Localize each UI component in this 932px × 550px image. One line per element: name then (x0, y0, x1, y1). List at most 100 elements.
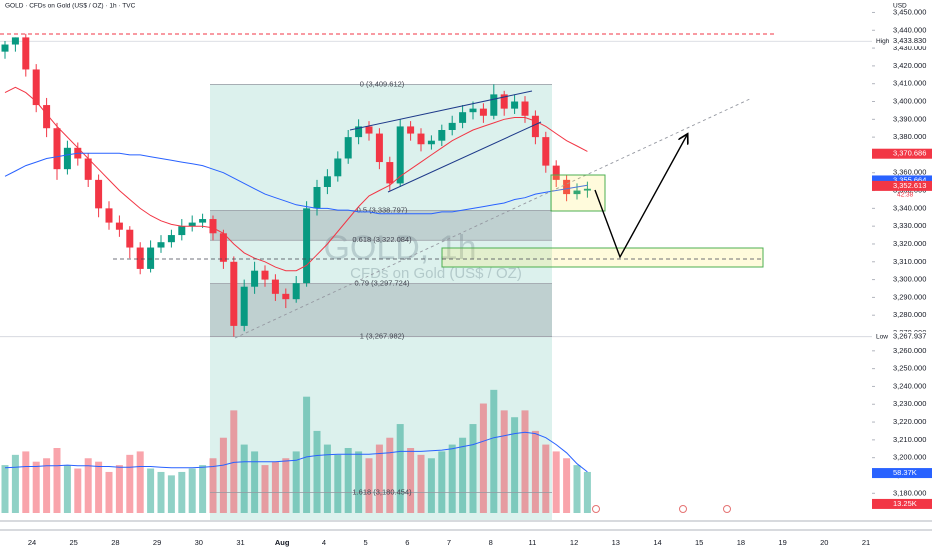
fib-label: 0.618 (3,322.084) (352, 235, 412, 244)
volume-bar (115, 465, 123, 513)
candle-body (386, 162, 394, 184)
y-tick-label: 3,220.000 (893, 417, 926, 426)
candle-body (573, 190, 581, 195)
volume-bar (219, 437, 227, 513)
volume-bar (521, 410, 529, 513)
volume-bar (344, 448, 352, 513)
volume-bar (583, 471, 591, 513)
candle-body (147, 247, 155, 269)
candle-body (334, 158, 342, 177)
volume-bar (375, 444, 383, 513)
price-marker-badge (872, 175, 932, 186)
candle-body (396, 126, 404, 184)
y-tick-label: 3,260.000 (893, 346, 926, 355)
volume-bar (167, 475, 175, 513)
volume-bar (282, 458, 290, 513)
zone-current (550, 174, 606, 212)
volume-bar (209, 458, 217, 513)
candle-body (261, 270, 269, 280)
trend-line (234, 97, 753, 339)
x-tick-label: 12 (570, 538, 578, 547)
volume-bar (240, 444, 248, 513)
candle-body (479, 108, 487, 116)
volume-bar (178, 471, 186, 513)
volume-bar (63, 465, 71, 513)
candle-body (11, 37, 19, 45)
y-tick-label: 3,450.000 (893, 7, 926, 16)
y-tick-label: 3,380.000 (893, 132, 926, 141)
y-tick-label: 3,300.000 (893, 275, 926, 284)
x-tick-label: 19 (778, 538, 786, 547)
countdown: 42:38 (897, 192, 914, 199)
y-tick-label: 3,200.000 (893, 453, 926, 462)
hl-badge (872, 331, 932, 342)
volume-bar (563, 458, 571, 513)
candle-body (1, 44, 9, 52)
x-tick-label: 15 (695, 538, 703, 547)
candle-body (427, 140, 435, 145)
fib-band (210, 283, 552, 337)
candle-body (583, 188, 591, 191)
candle-body (157, 242, 165, 248)
candle-body (95, 179, 103, 209)
volume-bar (438, 451, 446, 513)
y-tick-label: 3,310.000 (893, 257, 926, 266)
candle-body (126, 229, 134, 248)
y-tick-label: 3,290.000 (893, 292, 926, 301)
candle-body (219, 233, 227, 262)
y-tick-label: 3,280.000 (893, 310, 926, 319)
volume-bar (292, 451, 300, 513)
candle-body (438, 130, 446, 141)
volume-bar (479, 403, 487, 513)
x-tick-label: 28 (111, 538, 119, 547)
hl-value: 3,433.830 (893, 36, 926, 45)
candle-body (63, 147, 71, 170)
price-marker-label: 3,370.686 (893, 149, 926, 158)
volume-bar (313, 430, 321, 513)
candle-body (521, 101, 529, 116)
volume-bar (95, 461, 103, 513)
x-tick-label: 18 (737, 538, 745, 547)
volume-bar (199, 465, 207, 513)
candle-body (188, 222, 196, 227)
fib-label: 0.5 (3,338.797) (357, 205, 408, 214)
candle-body (323, 176, 331, 187)
candle-body (22, 37, 30, 70)
candle-body (240, 286, 248, 326)
hl-badge (872, 36, 932, 47)
y-tick-label: 3,320.000 (893, 239, 926, 248)
candle-body (43, 105, 51, 129)
x-tick-label: 30 (195, 538, 203, 547)
volume-bar (511, 417, 519, 513)
volume-bar (303, 396, 311, 513)
candle-body (136, 247, 144, 269)
volume-bar (32, 461, 40, 513)
candle-body (531, 115, 539, 138)
volume-bar (261, 465, 269, 513)
y-tick-label: 3,180.000 (893, 488, 926, 497)
candle-body (448, 122, 456, 130)
y-tick-label: 3,330.000 (893, 221, 926, 230)
volume-bar (11, 454, 19, 513)
volume-bar (396, 424, 404, 513)
candle-body (407, 126, 415, 134)
volume-bar (147, 468, 155, 513)
candle-body (500, 94, 508, 109)
y-tick-label: 3,410.000 (893, 79, 926, 88)
x-tick-label: 4 (322, 538, 326, 547)
candle-body (53, 128, 61, 170)
volume-bar (531, 430, 539, 513)
volume-bar (427, 458, 435, 513)
fib-label: 0 (3,409.612) (360, 79, 405, 88)
y-tick-label: 3,240.000 (893, 381, 926, 390)
candle-body (115, 222, 123, 230)
x-tick-label: 13 (612, 538, 620, 547)
watermark-subtitle: CFDs on Gold (US$ / OZ) (350, 265, 522, 282)
candle-body (552, 165, 560, 180)
volume-bar (448, 444, 456, 513)
x-tick-label: 31 (236, 538, 244, 547)
volume-bar (136, 451, 144, 513)
y-tick-label: 3,230.000 (893, 399, 926, 408)
x-tick-label: 8 (489, 538, 493, 547)
